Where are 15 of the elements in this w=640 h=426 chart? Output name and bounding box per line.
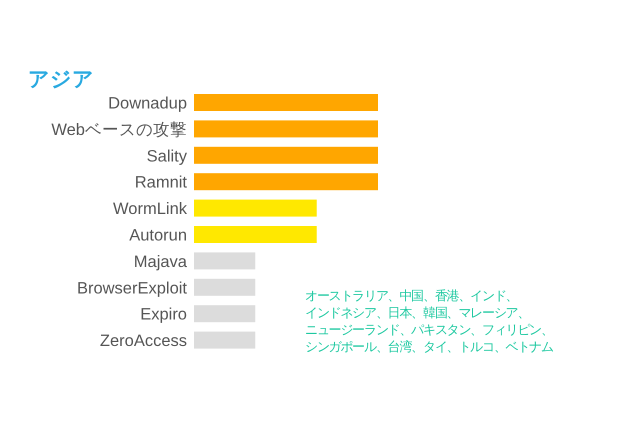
y-tick-label: Expiro: [140, 306, 187, 324]
y-tick-label: WormLink: [113, 200, 188, 218]
annotation: インドネシア、日本、韓国、マレーシア、: [305, 305, 530, 320]
y-tick-label: Downadup: [108, 94, 187, 112]
annotation: シンガポール、台湾、タイ、トルコ、ベトナム: [305, 339, 554, 354]
y-tick-label: BrowserExploit: [76, 279, 188, 298]
y-tick-label: ZeroAccess: [100, 332, 187, 350]
annotation: ニュージーランド、パキスタン、フィリピン、: [305, 322, 553, 337]
chart-title: アジア: [28, 68, 94, 91]
y-tick-label: Ramnit: [134, 174, 188, 192]
annotation: オーストラリア、中国、香港、インド、: [305, 288, 518, 303]
y-tick-label: Webベースの攻撃: [51, 120, 187, 139]
y-tick-label: Autorun: [129, 226, 187, 244]
y-tick-label: Sality: [146, 147, 188, 166]
y-tick-label: Majava: [134, 252, 188, 271]
